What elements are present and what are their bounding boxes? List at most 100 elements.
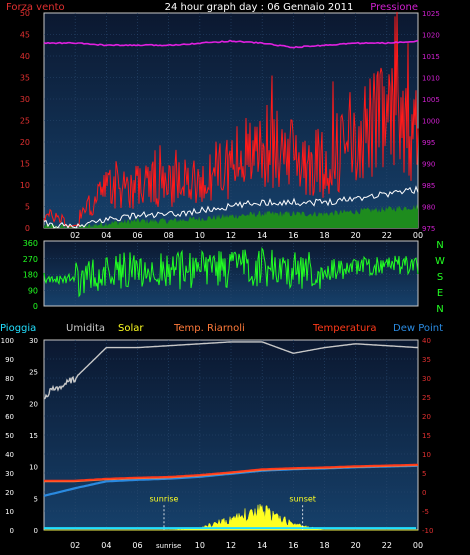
humidity-tick-label: 40: [5, 451, 14, 459]
pressure-axis-title: Pressione: [370, 2, 418, 13]
hour-tick-label: 14: [257, 231, 267, 240]
hour-tick-label: 02: [70, 231, 80, 240]
direction-tick-label: 180: [23, 271, 38, 280]
pressure-tick-label: 1005: [422, 96, 440, 104]
sunrise-tick-label: sunrise: [156, 542, 181, 550]
temperature-tick-label: 25: [422, 394, 431, 402]
wind-panel-marks: [43, 11, 419, 229]
temperature-tick-label: -10: [422, 527, 433, 535]
rain-tick-label: 25: [29, 369, 38, 377]
hour-tick-label: 14: [257, 541, 267, 550]
direction-letter: N: [436, 240, 443, 251]
legend: Pioggia Umidita Solar Temp. Riarnoli Tempera…: [0, 323, 443, 334]
direction-letter: N: [436, 304, 443, 315]
wind-tick-label: 5: [25, 203, 30, 212]
wind-tick-label: 10: [20, 181, 30, 190]
hour-tick-label: 20: [351, 541, 361, 550]
hour-tick-label: 00: [413, 231, 423, 240]
temperature-tick-label: 15: [422, 432, 431, 440]
pressure-tick-label: 985: [422, 182, 435, 190]
temperature-line: [44, 463, 419, 482]
hour-tick-label: 04: [101, 231, 111, 240]
wind-tick-label: 35: [20, 74, 30, 83]
pressure-tick-label: 990: [422, 161, 435, 169]
hour-tick-label: 10: [195, 541, 205, 550]
hour-tick-label: 22: [382, 231, 392, 240]
temperature-tick-label: 20: [422, 413, 431, 421]
rain-tick-label: 20: [29, 400, 38, 408]
pressure-tick-label: 1025: [422, 10, 440, 18]
direction-tick-label: 270: [23, 255, 38, 264]
humidity-tick-label: 100: [1, 337, 14, 345]
legend-entry: Dew Point: [393, 323, 443, 334]
temperature-tick-label: 40: [422, 337, 431, 345]
sun-annotations: sunrise sunset: [150, 495, 316, 530]
direction-axis-ticks: 0 90 180 270 360: [23, 239, 38, 311]
wind-tick-label: 50: [20, 9, 30, 18]
rain-tick-label: 5: [34, 495, 38, 503]
wind-direction-line: [43, 246, 419, 298]
hour-axis-ticks-lower: 02 04 06 10 12 14 16 18 20 22 00 sunrise: [70, 541, 423, 550]
direction-letter: E: [437, 288, 443, 299]
humidity-line: [43, 341, 419, 400]
humidity-tick-label: 20: [5, 489, 14, 497]
pressure-tick-label: 1010: [422, 75, 440, 83]
temperature-tick-label: 5: [422, 470, 426, 478]
pressure-tick-label: 1020: [422, 32, 440, 40]
hour-tick-label: 18: [319, 541, 329, 550]
wind-tick-label: 25: [20, 117, 30, 126]
wind-average-line: [43, 185, 419, 229]
hour-axis-ticks: 02 04 06 08 10 12 14 16 18 20 22 00: [70, 231, 423, 240]
temperature-tick-label: 10: [422, 451, 431, 459]
hour-tick-label: 12: [226, 541, 236, 550]
hour-tick-label: 06: [132, 231, 142, 240]
legend-entry: Temp. Riarnoli: [173, 323, 245, 334]
wind-tick-label: 0: [25, 224, 30, 233]
pressure-line: [43, 39, 419, 49]
hour-tick-label: 00: [413, 541, 423, 550]
wind-axis-ticks: 0 5 10 15 20 25 30 35 40 45 50: [20, 9, 30, 233]
chart-title: 24 hour graph day : 06 Gennaio 2011: [165, 2, 354, 13]
direction-tick-label: 90: [28, 286, 38, 295]
rain-tick-label: 10: [29, 464, 38, 472]
pressure-axis-ticks: 975 980 985 990 995 1000 1005 1010 1015 1020 1025: [422, 10, 440, 233]
wind-tick-label: 40: [20, 52, 30, 61]
hour-tick-label: 22: [382, 541, 392, 550]
temperature-tick-label: 35: [422, 356, 431, 364]
humidity-tick-label: 80: [5, 375, 14, 383]
humidity-tick-label: 0: [10, 527, 14, 535]
temperature-axis-ticks: -10 -5 0 5 10 15 20 25 30 35 40: [422, 337, 433, 535]
humidity-tick-label: 70: [5, 394, 14, 402]
climate-panel-marks: [43, 341, 419, 531]
hour-tick-label: 08: [164, 231, 174, 240]
hour-tick-label: 16: [288, 231, 298, 240]
wind-tick-label: 15: [20, 160, 30, 169]
direction-letter: W: [435, 256, 445, 267]
wind-axis-title: Forza vento: [6, 2, 65, 13]
humidity-tick-label: 90: [5, 356, 14, 364]
sunrise-label: sunrise: [150, 495, 179, 504]
humidity-axis-ticks: 0 10 20 30 40 50 60 70 80 90 100: [1, 337, 14, 535]
hour-tick-label: 06: [132, 541, 142, 550]
legend-entry: Pioggia: [0, 323, 36, 334]
pressure-tick-label: 1000: [422, 118, 440, 126]
solar-area: [44, 504, 418, 531]
temperature-tick-label: -5: [422, 508, 429, 516]
wind-base-area: [44, 204, 418, 228]
pressure-tick-label: 1015: [422, 53, 440, 61]
pressure-tick-label: 975: [422, 225, 435, 233]
hour-tick-label: 18: [319, 231, 329, 240]
humidity-tick-label: 50: [5, 432, 14, 440]
hour-tick-label: 16: [288, 541, 298, 550]
sunset-label: sunset: [289, 495, 316, 504]
humidity-tick-label: 10: [5, 508, 14, 516]
direction-letter: S: [437, 272, 443, 283]
legend-entry: Temperatura: [312, 323, 377, 334]
humidity-tick-label: 30: [5, 470, 14, 478]
pressure-tick-label: 995: [422, 139, 435, 147]
hour-tick-label: 02: [70, 541, 80, 550]
legend-entry: Solar: [118, 323, 144, 334]
direction-panel-marks: [43, 246, 419, 298]
rain-tick-label: 0: [34, 527, 38, 535]
